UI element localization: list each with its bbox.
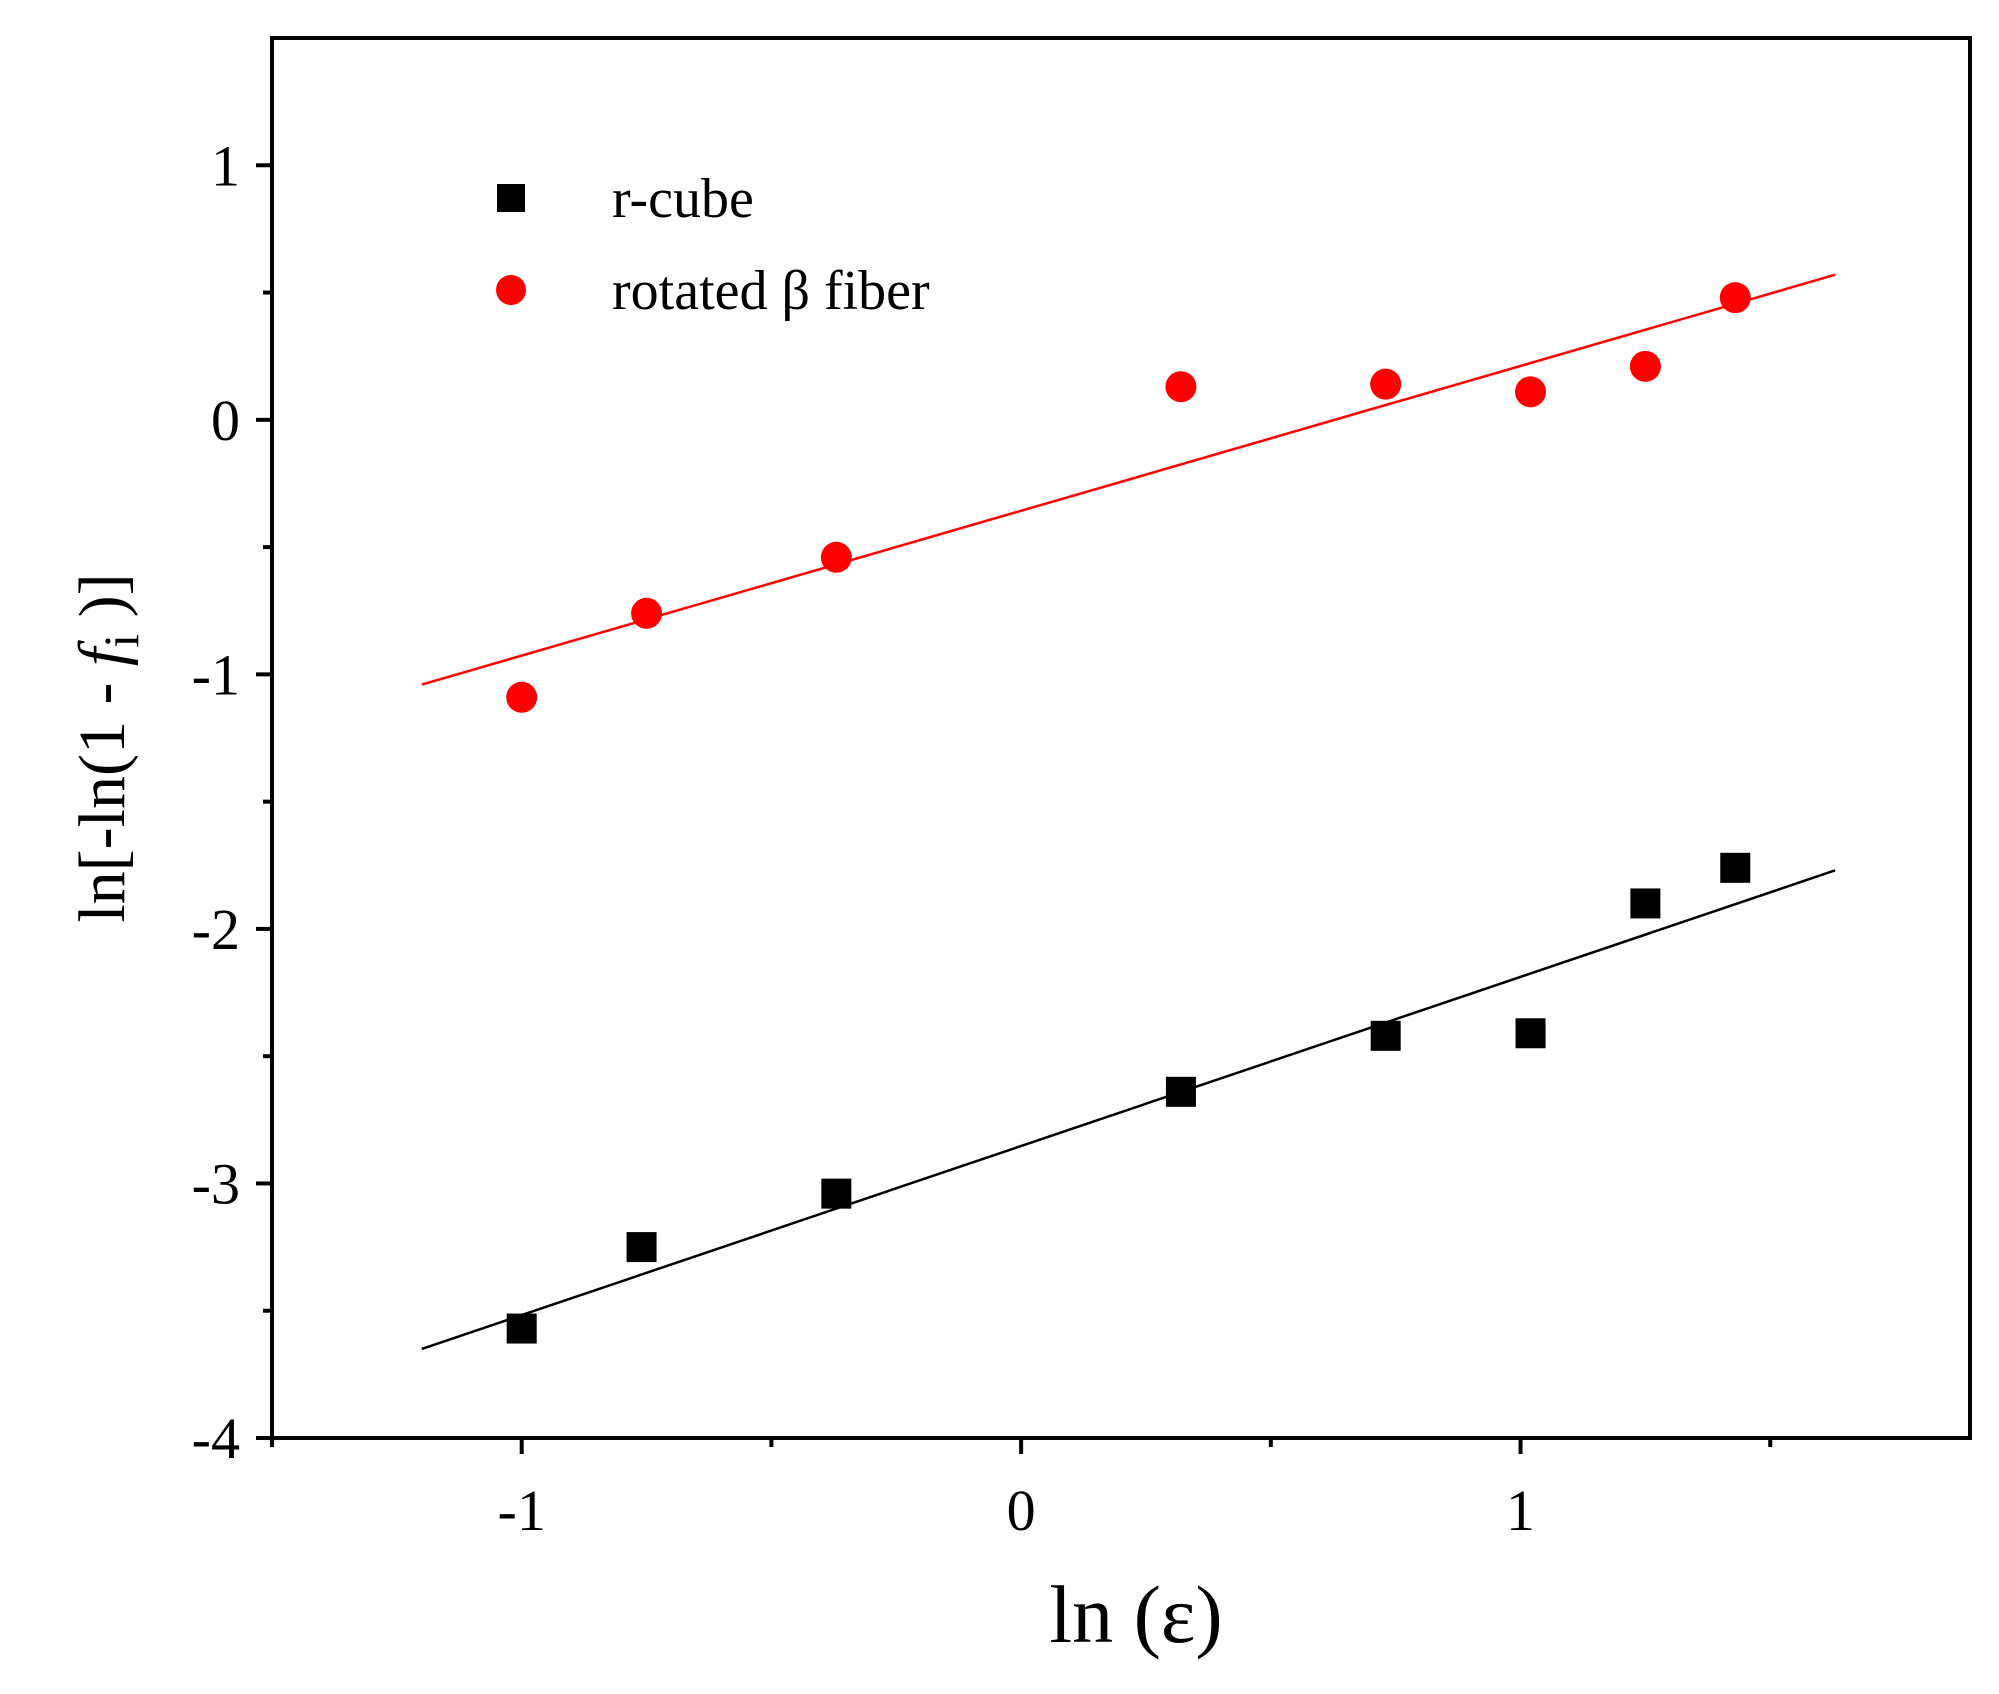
data-point-square	[626, 1232, 657, 1263]
legend-label: rotated β fiber	[612, 260, 930, 322]
data-point-circle	[1165, 371, 1197, 403]
y-axis-title-prefix: ln[-ln(1 -	[66, 666, 139, 923]
data-point-square	[506, 1313, 537, 1344]
y-tick-label: 1	[211, 133, 240, 198]
x-tick-label: 0	[1007, 1478, 1036, 1543]
data-point-circle	[1629, 350, 1661, 382]
x-tick-label: 1	[1506, 1478, 1535, 1543]
fit-line	[421, 869, 1836, 1351]
y-tick-label: -3	[192, 1151, 240, 1216]
data-point-square	[821, 1178, 852, 1209]
legend-marker-circle	[496, 275, 526, 305]
data-point-circle	[820, 541, 852, 573]
y-tick-label: -4	[192, 1406, 240, 1471]
data-point-circle	[1370, 368, 1402, 400]
y-tick-label: -2	[192, 897, 240, 962]
legend-marker-square	[497, 184, 525, 212]
data-point-square	[1720, 852, 1751, 883]
data-point-square	[1165, 1076, 1196, 1107]
y-tick-label: 0	[211, 388, 240, 453]
data-point-circle	[1719, 282, 1751, 314]
data-point-circle	[506, 681, 538, 713]
y-axis-title-suffix: )]	[66, 573, 139, 633]
data-point-square	[1630, 888, 1661, 919]
y-tick-label: -1	[192, 642, 240, 707]
data-point-square	[1370, 1020, 1401, 1051]
plot-frame	[270, 36, 1972, 1440]
x-axis-title: ln (ε)	[1049, 1569, 1222, 1660]
y-axis-title-sub: i	[93, 634, 149, 648]
data-point-circle	[631, 597, 663, 629]
data-point-circle	[1515, 376, 1547, 408]
x-tick-label: -1	[498, 1478, 546, 1543]
y-axis-title: ln[-ln(1 - fi )]	[66, 573, 149, 922]
legend-label: r-cube	[612, 168, 754, 230]
data-point-square	[1515, 1018, 1546, 1049]
